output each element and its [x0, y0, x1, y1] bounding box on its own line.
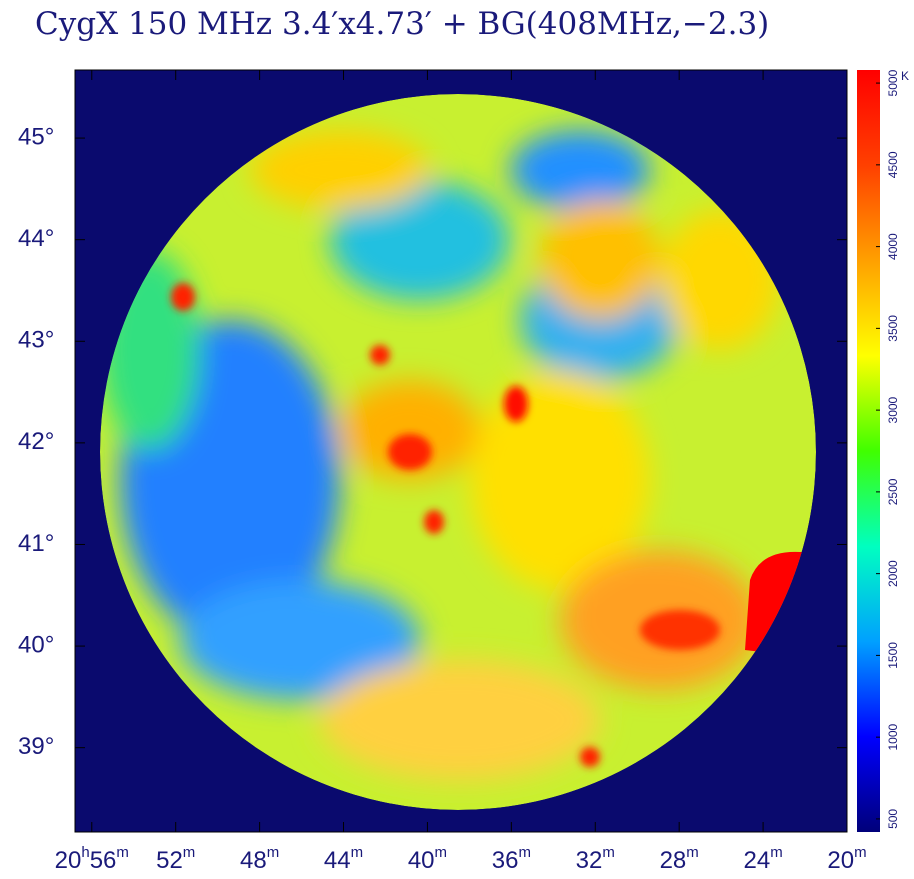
y-tick-label: 43° [18, 327, 54, 354]
colorbar-label: K [901, 69, 909, 83]
chart: CygX 150 MHz 3.4′x4.73′ + BG(408MHz,−2.3… [0, 0, 914, 879]
colorbar-tick-label: 500 [886, 809, 900, 829]
colorbar-tick-label: 3000 [886, 396, 900, 423]
x-tick-label: 36m [492, 844, 531, 874]
x-tick-label: 28m [660, 844, 699, 874]
y-tick-label: 40° [18, 631, 54, 658]
x-tick-label: 32m [576, 844, 615, 874]
colorbar-tick-label: 5000 [886, 69, 900, 96]
x-tick-label: 48m [240, 844, 279, 874]
y-tick-label: 39° [18, 733, 54, 760]
x-tick-label: 40m [408, 844, 447, 874]
y-tick-label: 44° [18, 225, 54, 252]
colorbar-tick-label: 1000 [886, 723, 900, 750]
y-tick-label: 42° [18, 428, 54, 455]
colorbar-tick-label: 1500 [886, 642, 900, 669]
x-tick-label: 20m [827, 844, 866, 874]
colorbar-tick-label: 4000 [886, 233, 900, 260]
colorbar-tick-label: 2500 [886, 478, 900, 505]
colorbar-tick-label: 3500 [886, 315, 900, 342]
colorbar-tick-label: 2000 [886, 560, 900, 587]
y-tick-label: 41° [18, 530, 54, 557]
y-tick-label: 45° [18, 123, 54, 150]
colorbar [857, 70, 880, 832]
chart-title: CygX 150 MHz 3.4′x4.73′ + BG(408MHz,−2.3… [35, 6, 769, 42]
x-tick-label: 24m [743, 844, 782, 874]
x-tick-label: 44m [324, 844, 363, 874]
x-tick-label: 52m [156, 844, 195, 874]
x-tick-label: 20h56m [55, 844, 129, 874]
colorbar-tick-label: 4500 [886, 151, 900, 178]
